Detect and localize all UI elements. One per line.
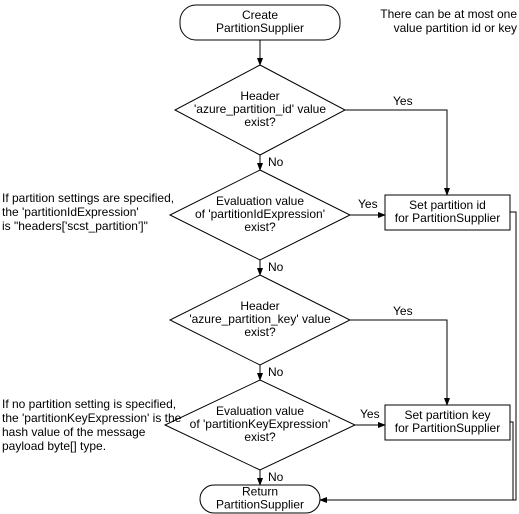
svg-text:for PartitionSupplier: for PartitionSupplier <box>395 421 500 435</box>
svg-text:of 'partitionIdExpression': of 'partitionIdExpression' <box>195 207 325 221</box>
annotation: the 'partitionIdExpression' <box>2 205 139 219</box>
svg-text:Yes: Yes <box>393 94 413 108</box>
svg-text:for PartitionSupplier: for PartitionSupplier <box>395 211 500 225</box>
svg-text:Yes: Yes <box>360 407 380 421</box>
edge <box>320 212 516 500</box>
svg-text:exist?: exist? <box>244 325 276 339</box>
svg-text:Header: Header <box>240 299 279 313</box>
svg-text:Set partition id: Set partition id <box>409 198 486 212</box>
svg-text:Create: Create <box>242 8 278 22</box>
annotation: is "headers['scst_partition']" <box>2 219 148 233</box>
svg-text:exist?: exist? <box>244 430 276 444</box>
annotation: the 'partitionKeyExpression' is the <box>2 411 182 425</box>
svg-text:No: No <box>268 260 284 274</box>
annotation: hash value of the message <box>2 425 146 439</box>
edge <box>350 320 447 405</box>
svg-text:exist?: exist? <box>244 115 276 129</box>
svg-text:Return: Return <box>242 485 278 499</box>
edge <box>345 110 447 195</box>
annotation: value partition id or key <box>394 21 517 35</box>
svg-text:Yes: Yes <box>393 304 413 318</box>
svg-text:'azure_partition_id' value: 'azure_partition_id' value <box>194 102 326 116</box>
annotation: payload byte[] type. <box>2 439 106 453</box>
svg-text:No: No <box>268 155 284 169</box>
svg-text:Evaluation value: Evaluation value <box>216 194 304 208</box>
annotation: If partition settings are specified, <box>2 191 174 205</box>
svg-text:'azure_partition_key' value: 'azure_partition_key' value <box>189 312 331 326</box>
svg-text:No: No <box>268 365 284 379</box>
svg-text:No: No <box>268 470 284 484</box>
svg-text:of 'partitionKeyExpression': of 'partitionKeyExpression' <box>190 417 331 431</box>
annotation: If no partition setting is specified, <box>2 397 176 411</box>
svg-text:PartitionSupplier: PartitionSupplier <box>216 21 304 35</box>
annotation: There can be at most one <box>380 7 517 21</box>
svg-text:Set partition key: Set partition key <box>404 408 490 422</box>
svg-text:Yes: Yes <box>358 197 378 211</box>
svg-text:PartitionSupplier: PartitionSupplier <box>216 498 304 512</box>
svg-text:Evaluation value: Evaluation value <box>216 404 304 418</box>
svg-text:exist?: exist? <box>244 220 276 234</box>
svg-text:Header: Header <box>240 89 279 103</box>
